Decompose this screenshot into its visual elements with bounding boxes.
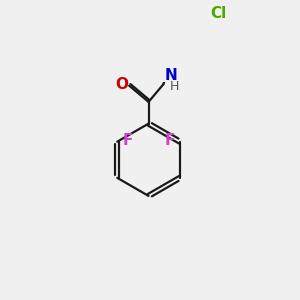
Text: Cl: Cl: [210, 6, 226, 21]
Text: F: F: [165, 133, 175, 148]
Text: H: H: [169, 80, 179, 93]
Text: O: O: [116, 77, 128, 92]
Text: F: F: [122, 133, 133, 148]
Text: N: N: [165, 68, 178, 83]
